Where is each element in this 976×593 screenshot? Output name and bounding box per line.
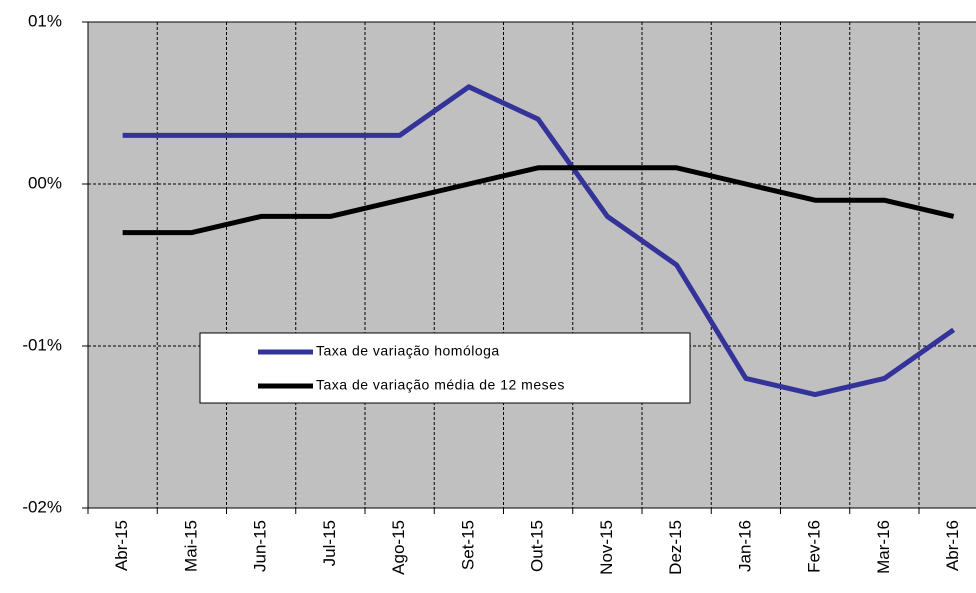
series-line (122, 84, 956, 398)
x-tick-label: Nov-15 (597, 520, 616, 575)
x-tick-label: Abr-15 (112, 520, 131, 571)
y-tick-label: 01% (28, 11, 62, 30)
x-tick-label: Dez-15 (666, 520, 685, 575)
legend-label: Taxa de variação média de 12 meses (316, 377, 565, 393)
x-tick-label: Jan-16 (735, 520, 754, 572)
x-tick-label: Fev-16 (805, 520, 824, 573)
x-tick-label: Abr-16 (943, 520, 962, 571)
y-tick-label: -02% (22, 497, 62, 516)
y-tick-label: -01% (22, 335, 62, 354)
y-tick-label: 00% (28, 173, 62, 192)
legend-label: Taxa de variação homóloga (316, 343, 500, 359)
plot-area (88, 22, 976, 508)
x-tick-label: Jun-15 (251, 520, 270, 572)
x-tick-label: Set-15 (458, 520, 477, 570)
x-tick-label: Ago-15 (389, 520, 408, 575)
legend-box (199, 332, 691, 404)
x-tick-label: Jul-15 (320, 520, 339, 566)
series-line (122, 165, 955, 236)
x-tick-label: Mar-16 (874, 520, 893, 574)
x-tick-label: Mai-15 (181, 520, 200, 572)
x-tick-label: Out-15 (528, 520, 547, 572)
